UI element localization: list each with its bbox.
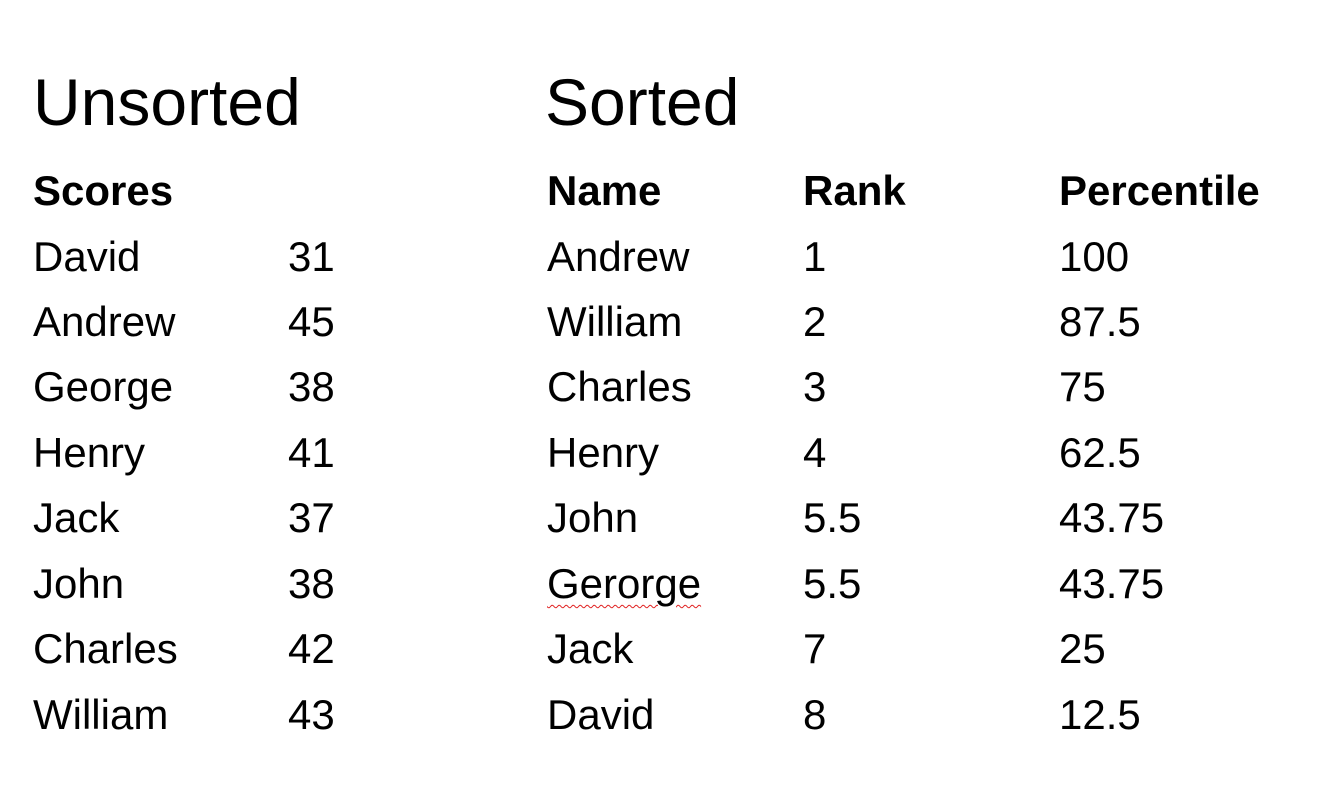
- sorted-rank: 5.5: [803, 560, 862, 607]
- sorted-percentile: 75: [1059, 363, 1106, 410]
- sorted-percentile: 62.5: [1059, 429, 1141, 476]
- sorted-rank: 2: [803, 298, 827, 345]
- sorted-rank: 1: [803, 233, 827, 280]
- unsorted-score: 41: [288, 429, 335, 476]
- sorted-header-rank: Rank: [803, 167, 906, 214]
- unsorted-header-scores: Scores: [33, 167, 174, 214]
- sorted-name: John: [547, 494, 639, 541]
- unsorted-score: 37: [288, 494, 335, 541]
- unsorted-name: David: [33, 233, 141, 280]
- unsorted-name: John: [33, 560, 125, 607]
- sorted-percentile: 100: [1059, 233, 1130, 280]
- unsorted-name: Andrew: [33, 298, 176, 345]
- sorted-name: William: [547, 298, 683, 345]
- sorted-name: David: [547, 691, 655, 738]
- sorted-percentile: 25: [1059, 625, 1106, 672]
- unsorted-score: 45: [288, 298, 335, 345]
- sorted-rank: 8: [803, 691, 827, 738]
- sorted-name: Andrew: [547, 233, 690, 280]
- sorted-percentile: 87.5: [1059, 298, 1141, 345]
- sorted-rank: 7: [803, 625, 827, 672]
- sorted-percentile: 43.75: [1059, 494, 1165, 541]
- unsorted-score: 38: [288, 560, 335, 607]
- sorted-name: Henry: [547, 429, 660, 476]
- sorted-name: Jack: [547, 625, 634, 672]
- sorted-name-misspelled: Gerorge: [547, 560, 702, 607]
- unsorted-score: 43: [288, 691, 335, 738]
- sorted-percentile: 12.5: [1059, 691, 1141, 738]
- sorted-rank: 3: [803, 363, 827, 410]
- unsorted-name: George: [33, 363, 174, 410]
- unsorted-name: Charles: [33, 625, 178, 672]
- unsorted-score: 31: [288, 233, 335, 280]
- unsorted-name: Henry: [33, 429, 146, 476]
- unsorted-title: Unsorted: [33, 65, 301, 139]
- sorted-header-name: Name: [547, 167, 662, 214]
- unsorted-score: 42: [288, 625, 335, 672]
- sorted-rank: 5.5: [803, 494, 862, 541]
- sorted-percentile: 43.75: [1059, 560, 1165, 607]
- unsorted-score: 38: [288, 363, 335, 410]
- sorted-rank: 4: [803, 429, 827, 476]
- sorted-name: Charles: [547, 363, 692, 410]
- sorted-title: Sorted: [545, 65, 740, 139]
- unsorted-name: Jack: [33, 494, 120, 541]
- sorted-header-percentile: Percentile: [1059, 167, 1260, 214]
- unsorted-name: William: [33, 691, 169, 738]
